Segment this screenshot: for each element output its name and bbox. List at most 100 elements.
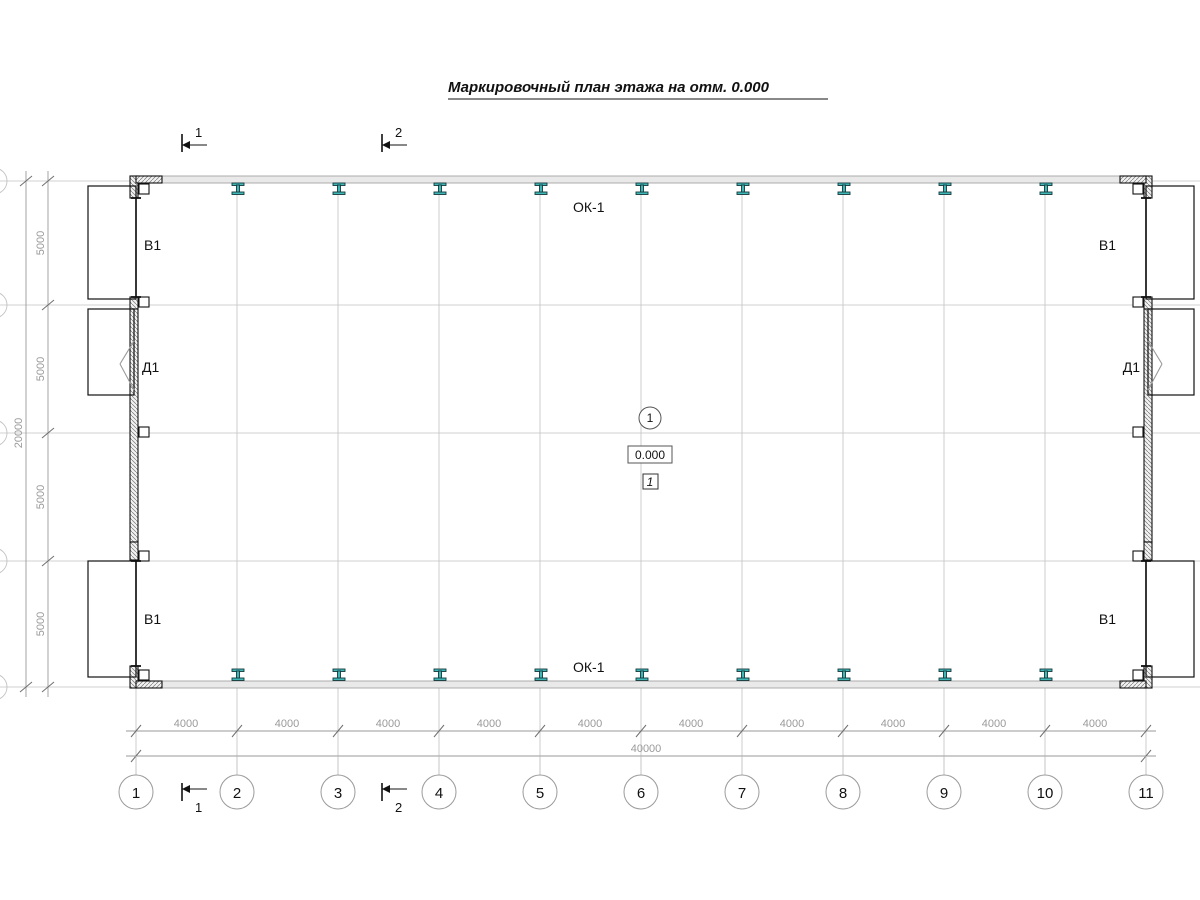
dim-bay-4: 4000 bbox=[477, 718, 501, 730]
page-title: Маркировочный план этажа на отм. 0.000 bbox=[448, 79, 770, 96]
i-beam-icon bbox=[938, 668, 952, 681]
section-marker-bottom-2-label: 2 bbox=[395, 800, 402, 815]
grid-bubble-label: 5 bbox=[536, 785, 544, 802]
dim-vbay-1: 5000 bbox=[35, 231, 47, 255]
grid-bubble[interactable]: 6 bbox=[623, 774, 659, 810]
window-label-bottom-right: В1 bbox=[1099, 611, 1116, 627]
window-label-OK1-bottom: ОК-1 bbox=[573, 659, 605, 675]
grid-bubble[interactable]: 4 bbox=[421, 774, 457, 810]
node-callout-circle bbox=[638, 406, 662, 430]
i-beam-icon bbox=[837, 182, 851, 195]
grid-bubble[interactable]: 10 bbox=[1027, 774, 1063, 810]
grid-bubble[interactable]: 11 bbox=[1128, 774, 1164, 810]
door-label-left: Д1 bbox=[142, 359, 159, 375]
grid-bubble-label: 9 bbox=[940, 785, 948, 802]
grid-bubble-label: 2 bbox=[233, 785, 241, 802]
grid-bubble[interactable]: 9 bbox=[926, 774, 962, 810]
grid-bubble-label: 3 bbox=[334, 785, 342, 802]
i-beam-columns-bottom bbox=[231, 668, 1053, 681]
grid-bubble[interactable]: 2 bbox=[219, 774, 255, 810]
dim-bay-2: 4000 bbox=[275, 718, 299, 730]
window-B1-top-left: В1 bbox=[87, 185, 161, 300]
dim-total-vertical: 20000 bbox=[13, 418, 25, 449]
door-D1-left: Д1 bbox=[87, 308, 159, 396]
detail-marker-label: 1 bbox=[647, 475, 654, 489]
corner-pieces bbox=[135, 175, 1147, 689]
i-beam-icon bbox=[1039, 182, 1053, 195]
dim-total-horizontal: 40000 bbox=[631, 743, 662, 755]
window-label-bottom-left: В1 bbox=[144, 611, 161, 627]
dimension-chain-left-total: 20000 bbox=[13, 171, 33, 697]
dim-vbay-4: 5000 bbox=[35, 612, 47, 636]
grid-bubble-label: 4 bbox=[435, 785, 443, 802]
section-marker-bottom-2[interactable]: 2 bbox=[381, 783, 407, 815]
dim-bay-9: 4000 bbox=[982, 718, 1006, 730]
i-beam-icon bbox=[231, 182, 245, 195]
i-beam-icon bbox=[736, 182, 750, 195]
level-marker-label: 0.000 bbox=[635, 448, 665, 462]
grid-bubble-label: 7 bbox=[738, 785, 746, 802]
left-edge-partial-bubbles bbox=[0, 168, 8, 700]
grid-bubble-label: 6 bbox=[637, 785, 645, 802]
dim-bay-3: 4000 bbox=[376, 718, 400, 730]
dimension-chain-left-bays: 5000 5000 5000 5000 bbox=[35, 171, 55, 697]
i-beam-icon bbox=[433, 668, 447, 681]
dimension-chain-bottom-bays: 4000 4000 4000 4000 4000 4000 4000 4000 … bbox=[126, 718, 1156, 738]
i-beam-icon bbox=[231, 668, 245, 681]
dim-bay-6: 4000 bbox=[679, 718, 703, 730]
i-beam-icon bbox=[837, 668, 851, 681]
section-marker-top-1-label: 1 bbox=[195, 125, 202, 140]
dim-bay-5: 4000 bbox=[578, 718, 602, 730]
drawing-title-group: Маркировочный план этажа на отм. 0.000 bbox=[448, 79, 828, 100]
i-beam-icon bbox=[433, 182, 447, 195]
window-label-OK1-top: ОК-1 bbox=[573, 199, 605, 215]
section-marker-top-1[interactable]: 1 bbox=[181, 125, 207, 152]
door-label-right: Д1 bbox=[1123, 359, 1140, 375]
dim-vbay-2: 5000 bbox=[35, 357, 47, 381]
i-beam-icon bbox=[332, 668, 346, 681]
dim-bay-10: 4000 bbox=[1083, 718, 1107, 730]
window-B1-top-right: В1 bbox=[1099, 185, 1195, 300]
window-label-top-left: В1 bbox=[144, 237, 161, 253]
dim-bay-7: 4000 bbox=[780, 718, 804, 730]
section-marker-bottom-1-label: 1 bbox=[195, 800, 202, 815]
section-marker-top-2[interactable]: 2 bbox=[381, 125, 407, 152]
grid-bubble-label: 1 bbox=[132, 785, 140, 802]
grid-bubble[interactable]: 3 bbox=[320, 774, 356, 810]
node-callout-label: 1 bbox=[647, 411, 654, 425]
window-B1-bottom-right: В1 bbox=[1099, 560, 1195, 678]
grid-bubble[interactable]: 8 bbox=[825, 774, 861, 810]
grid-bubble-label: 8 bbox=[839, 785, 847, 802]
section-marker-top-2-label: 2 bbox=[395, 125, 402, 140]
i-beam-icon bbox=[534, 182, 548, 195]
door-D1-right: Д1 bbox=[1123, 308, 1195, 396]
wall-top bbox=[135, 175, 1147, 184]
grid-bubble-label: 10 bbox=[1037, 785, 1054, 802]
i-beam-columns-top bbox=[231, 182, 1053, 195]
dim-vbay-3: 5000 bbox=[35, 485, 47, 509]
grid-bubble-leaders bbox=[135, 756, 1147, 775]
level-marker-box bbox=[627, 445, 673, 464]
grid-bubble[interactable]: 7 bbox=[724, 774, 760, 810]
section-marker-bottom-1[interactable]: 1 bbox=[181, 783, 207, 815]
wall-bottom bbox=[135, 680, 1147, 689]
i-beam-icon bbox=[938, 182, 952, 195]
window-label-top-right: В1 bbox=[1099, 237, 1116, 253]
center-annotations: 1 0.000 1 bbox=[627, 406, 673, 490]
i-beam-icon bbox=[1039, 668, 1053, 681]
dim-bay-1: 4000 bbox=[174, 718, 198, 730]
window-B1-bottom-left: В1 bbox=[87, 560, 161, 678]
i-beam-icon bbox=[635, 668, 649, 681]
dim-bay-8: 4000 bbox=[881, 718, 905, 730]
i-beam-icon bbox=[534, 668, 548, 681]
i-beam-icon bbox=[332, 182, 346, 195]
grid-bubble[interactable]: 1 bbox=[118, 774, 154, 810]
detail-marker-box bbox=[642, 473, 659, 490]
grid-bubble-label: 11 bbox=[1138, 785, 1154, 802]
grid-bubbles-horizontal: 1 2 3 4 5 6 7 8 bbox=[118, 774, 1164, 810]
grid-bubble[interactable]: 5 bbox=[522, 774, 558, 810]
i-beam-icon bbox=[736, 668, 750, 681]
i-beam-icon bbox=[635, 182, 649, 195]
